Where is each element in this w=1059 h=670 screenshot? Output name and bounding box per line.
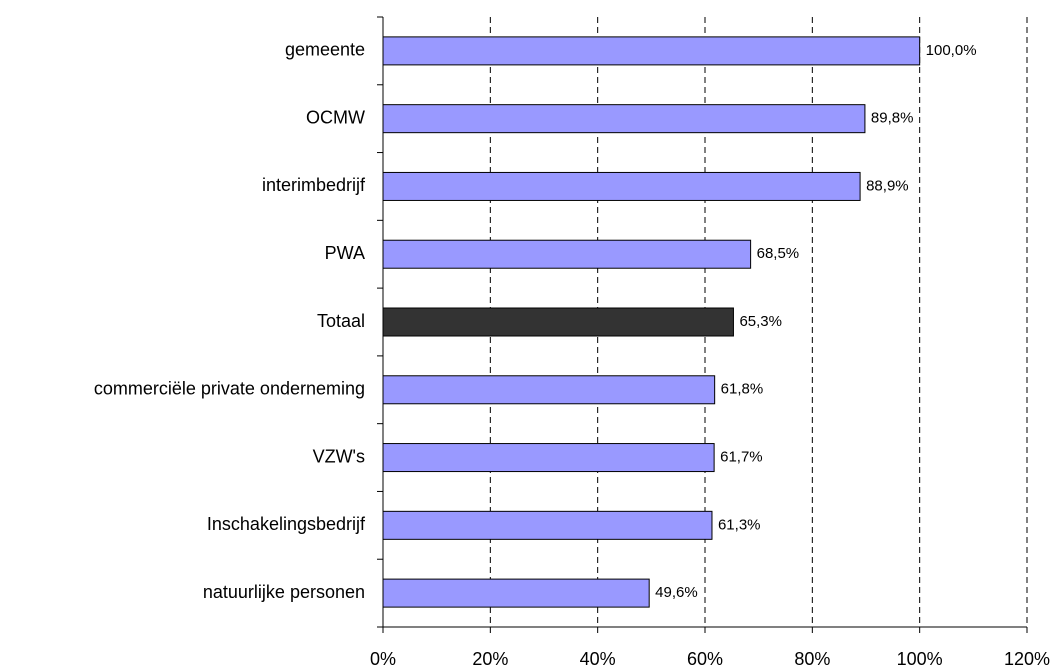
y-tick-label: PWA <box>325 243 365 263</box>
y-tick-label: Inschakelingsbedrijf <box>207 514 366 534</box>
y-tick-label: commerciële private onderneming <box>94 379 365 399</box>
x-tick-label: 80% <box>794 649 830 669</box>
bar <box>382 375 716 405</box>
bar <box>382 104 866 134</box>
x-tick-label: 60% <box>687 649 723 669</box>
x-tick-label: 0% <box>370 649 396 669</box>
bar <box>382 510 713 540</box>
value-label: 65,3% <box>739 313 782 330</box>
y-tick-label: natuurlijke personen <box>203 582 365 602</box>
y-tick-label: gemeente <box>285 40 365 60</box>
value-label: 61,8% <box>721 381 764 398</box>
value-label: 88,9% <box>866 177 909 194</box>
value-label: 61,7% <box>720 449 763 466</box>
y-tick-label: Totaal <box>317 311 365 331</box>
bar <box>382 443 715 473</box>
value-label: 100,0% <box>926 42 977 59</box>
x-tick-label: 20% <box>472 649 508 669</box>
x-tick-label: 120% <box>1004 649 1050 669</box>
y-tick-label: OCMW <box>306 107 365 127</box>
value-label: 89,8% <box>871 110 914 127</box>
value-label: 49,6% <box>655 584 698 601</box>
bar <box>382 578 650 608</box>
x-tick-label: 100% <box>897 649 943 669</box>
bar <box>382 239 752 269</box>
bar <box>382 307 734 337</box>
value-label: 68,5% <box>757 245 800 262</box>
value-label: 61,3% <box>718 516 761 533</box>
y-tick-label: interimbedrijf <box>262 175 366 195</box>
bar <box>382 171 861 201</box>
y-tick-label: VZW's <box>313 446 365 466</box>
bar <box>382 36 921 66</box>
x-tick-label: 40% <box>580 649 616 669</box>
